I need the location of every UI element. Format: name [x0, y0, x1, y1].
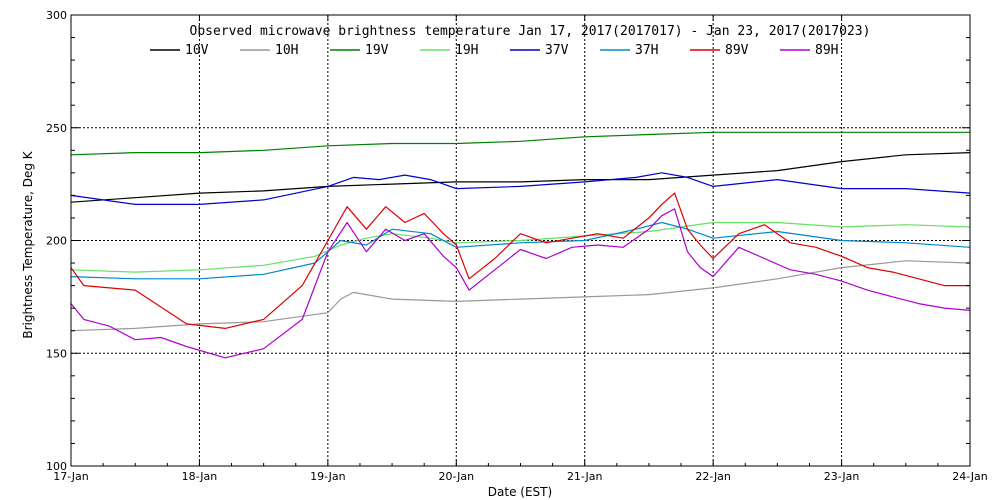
- legend: 10V 10H 19V 19H 37V 37H 89V 89H: [150, 43, 838, 58]
- chart-title: Observed microwave brightness temperatur…: [190, 24, 871, 39]
- x-tick-label: 18-Jan: [182, 470, 218, 483]
- series-line-37v: [70, 172, 971, 205]
- x-axis-label: Date (EST): [488, 485, 552, 499]
- legend-label-89h: 89H: [815, 43, 838, 58]
- series-line-19v: [70, 131, 970, 156]
- axis-ticks: 17-Jan 18-Jan 19-Jan 20-Jan 21-Jan 22-Jan 23-J…: [46, 9, 988, 483]
- y-tick-label: 200: [46, 235, 67, 248]
- legend-label-37h: 37H: [635, 43, 658, 58]
- x-tick-label: 21-Jan: [567, 470, 603, 483]
- series-line-10h: [70, 260, 971, 332]
- x-tick-label: 20-Jan: [439, 470, 475, 483]
- series-line-10v: [70, 152, 971, 203]
- series-line-37h: [70, 221, 971, 280]
- x-tick-label: 24-Jan: [952, 470, 988, 483]
- legend-label-89v: 89V: [725, 43, 749, 58]
- series-line-89h: [70, 208, 971, 359]
- y-axis-label: Brightness Temperature, Deg K: [21, 150, 35, 338]
- x-tick-label: 23-Jan: [824, 470, 860, 483]
- legend-label-19h: 19H: [455, 43, 478, 58]
- y-tick-label: 250: [46, 122, 67, 135]
- series-line-89v: [70, 192, 970, 329]
- legend-label-37v: 37V: [545, 43, 569, 58]
- series-lines: [70, 131, 971, 359]
- x-tick-label: 17-Jan: [53, 470, 89, 483]
- x-tick-label: 19-Jan: [310, 470, 346, 483]
- legend-label-10v: 10V: [185, 43, 209, 58]
- x-tick-label: 22-Jan: [695, 470, 731, 483]
- legend-label-19v: 19V: [365, 43, 389, 58]
- y-tick-label: 300: [46, 9, 67, 22]
- y-tick-label: 100: [46, 460, 67, 473]
- y-tick-label: 150: [46, 347, 67, 360]
- legend-label-10h: 10H: [275, 43, 298, 58]
